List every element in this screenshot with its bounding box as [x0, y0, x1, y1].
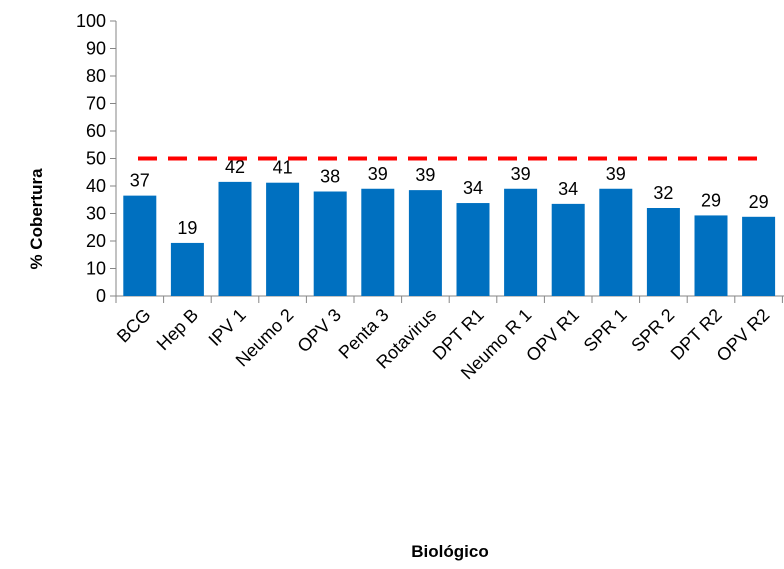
data-label: 39 [606, 164, 626, 184]
x-tick-label: SPR 1 [580, 305, 631, 356]
y-tick-label: 100 [76, 11, 106, 31]
data-label: 29 [701, 190, 721, 210]
x-tick-label: IPV 1 [205, 305, 250, 350]
data-label: 37 [130, 171, 150, 191]
bar-dpt-r1 [456, 203, 490, 296]
bar-ipv-1 [218, 181, 252, 296]
data-label: 38 [320, 167, 340, 187]
y-tick-label: 10 [86, 259, 106, 279]
bar-spr-1 [599, 188, 633, 296]
data-label: 19 [177, 218, 197, 238]
y-tick-label: 20 [86, 231, 106, 251]
data-label: 34 [463, 178, 483, 198]
bar-hep-b [170, 242, 204, 296]
y-tick-label: 80 [86, 66, 106, 86]
bar-penta-3 [361, 188, 395, 296]
bar-opv-3 [313, 191, 347, 296]
data-label: 39 [415, 165, 435, 185]
data-label: 39 [368, 164, 388, 184]
data-label: 42 [225, 157, 245, 177]
data-label: 34 [558, 179, 578, 199]
bar-opv-r2 [742, 216, 776, 296]
y-tick-label: 70 [86, 94, 106, 114]
data-label: 39 [511, 164, 531, 184]
bar-neumo-2 [266, 182, 300, 296]
x-tick-label: BCG [113, 305, 155, 347]
y-tick-label: 0 [96, 286, 106, 306]
y-tick-label: 40 [86, 176, 106, 196]
bar-neumo-r-1 [504, 188, 538, 296]
y-tick-label: 30 [86, 204, 106, 224]
data-label: 29 [749, 192, 769, 212]
bar-opv-r1 [551, 203, 585, 296]
bar-bcg [123, 195, 157, 296]
x-axis-title: Biológico [411, 542, 488, 561]
y-tick-label: 60 [86, 121, 106, 141]
x-tick-label: Hep B [153, 305, 203, 355]
data-label: 32 [653, 183, 673, 203]
bar-spr-2 [646, 208, 680, 296]
y-tick-label: 50 [86, 149, 106, 169]
bar-rotavirus [408, 190, 442, 296]
x-tick-label: OPV R1 [522, 305, 583, 366]
data-label: 41 [273, 158, 293, 178]
y-tick-label: 90 [86, 39, 106, 59]
y-axis-title: % Cobertura [27, 168, 46, 270]
x-tick-label: OPV R2 [713, 305, 774, 366]
bar-dpt-r2 [694, 215, 728, 296]
